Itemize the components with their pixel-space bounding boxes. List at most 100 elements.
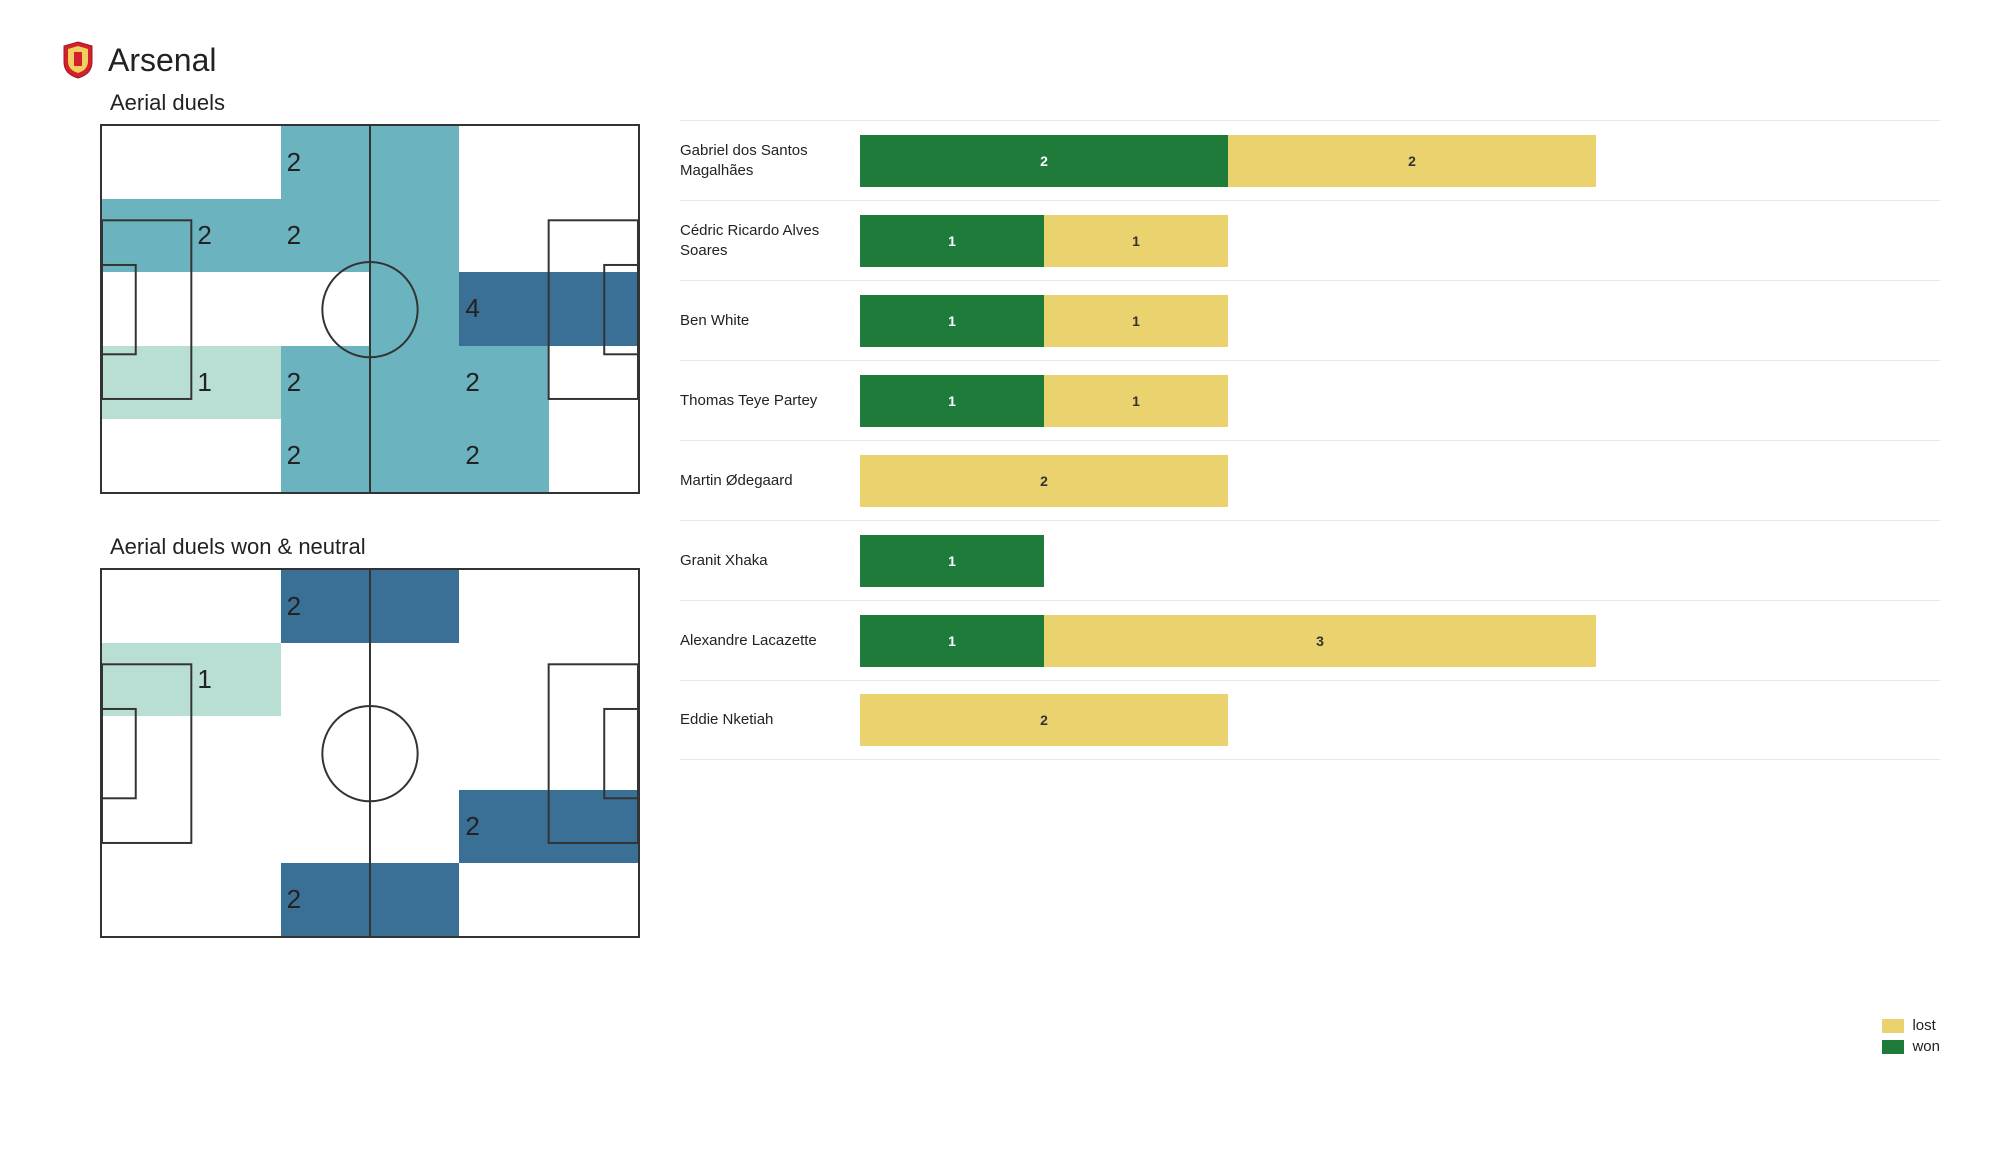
player-name: Eddie Nketiah xyxy=(680,710,860,730)
heatmap-cell: 2 xyxy=(191,199,280,272)
bar-segment-won: 1 xyxy=(860,295,1044,347)
bar-track: 11 xyxy=(860,295,1940,347)
bar-segment-won: 1 xyxy=(860,615,1044,667)
heatmap-cell: 2 xyxy=(281,570,370,643)
bar-segment-won: 1 xyxy=(860,375,1044,427)
content: Aerial duels 222412222 Aerial duels won … xyxy=(60,90,1940,978)
heatmap-cell xyxy=(370,863,459,936)
heatmap-cell xyxy=(549,419,638,492)
heatmap-cell xyxy=(191,716,280,789)
heatmap-cell xyxy=(102,570,191,643)
bar-segment-lost: 1 xyxy=(1044,375,1228,427)
heatmap-cell xyxy=(459,126,548,199)
bar-segment-lost: 2 xyxy=(860,455,1228,507)
player-name: Gabriel dos Santos Magalhães xyxy=(680,141,860,180)
header: Arsenal xyxy=(60,40,1940,80)
bar-segment-lost: 2 xyxy=(860,694,1228,746)
heatmap-cell xyxy=(549,643,638,716)
team-name: Arsenal xyxy=(108,42,217,79)
heatmap-cell: 2 xyxy=(459,346,548,419)
heatmap-cell xyxy=(191,570,280,643)
heatmap-cell xyxy=(281,272,370,345)
heatmap-cell: 2 xyxy=(281,863,370,936)
heatmap-aerial-duels: Aerial duels 222412222 xyxy=(100,90,640,494)
legend: lost won xyxy=(1882,1017,1940,1055)
legend-lost: lost xyxy=(1882,1017,1940,1034)
bar-track: 11 xyxy=(860,375,1940,427)
bar-track: 22 xyxy=(860,135,1940,187)
bar-track: 2 xyxy=(860,694,1940,746)
bar-segment-won: 1 xyxy=(860,535,1044,587)
heatmap-cell xyxy=(370,716,459,789)
bars-column: Gabriel dos Santos Magalhães22Cédric Ric… xyxy=(680,90,1940,978)
heatmap1-title: Aerial duels xyxy=(110,90,640,116)
heatmap-cell xyxy=(459,199,548,272)
bar-track: 11 xyxy=(860,215,1940,267)
legend-won: won xyxy=(1882,1038,1940,1055)
bar-track: 1 xyxy=(860,535,1940,587)
heatmap-cell xyxy=(102,126,191,199)
heatmap-cell xyxy=(370,199,459,272)
legend-won-label: won xyxy=(1912,1038,1940,1055)
heatmap-cell xyxy=(370,272,459,345)
bar-segment-lost: 1 xyxy=(1044,215,1228,267)
heatmap-cell: 2 xyxy=(281,419,370,492)
heatmap-cell xyxy=(459,643,548,716)
heatmap-cell xyxy=(191,419,280,492)
bar-segment-lost: 3 xyxy=(1044,615,1596,667)
heatmap-cell xyxy=(102,643,191,716)
heatmap-cell xyxy=(549,863,638,936)
heatmap-cell xyxy=(102,346,191,419)
heatmap-cell xyxy=(549,126,638,199)
legend-lost-label: lost xyxy=(1912,1017,1935,1034)
player-bar-row: Eddie Nketiah2 xyxy=(680,680,1940,760)
heatmap-cell xyxy=(191,863,280,936)
heatmap-cell xyxy=(191,272,280,345)
heatmap-cell xyxy=(281,716,370,789)
bar-track: 13 xyxy=(860,615,1940,667)
player-bar-row: Ben White11 xyxy=(680,280,1940,360)
bar-segment-lost: 2 xyxy=(1228,135,1596,187)
heatmap-cell xyxy=(281,790,370,863)
player-bar-row: Martin Ødegaard2 xyxy=(680,440,1940,520)
heatmap-cell xyxy=(549,346,638,419)
heatmap-cell xyxy=(102,716,191,789)
bar-segment-won: 2 xyxy=(860,135,1228,187)
heatmap-cell: 2 xyxy=(459,790,548,863)
heatmap-cell xyxy=(102,790,191,863)
heatmap-cell xyxy=(549,272,638,345)
player-name: Alexandre Lacazette xyxy=(680,631,860,651)
bar-segment-won: 1 xyxy=(860,215,1044,267)
heatmaps-column: Aerial duels 222412222 Aerial duels won … xyxy=(60,90,640,978)
heatmap-cell xyxy=(549,199,638,272)
heatmap-cell xyxy=(102,199,191,272)
heatmap-cell: 4 xyxy=(459,272,548,345)
heatmap-cell xyxy=(370,419,459,492)
heatmap-cell xyxy=(459,863,548,936)
heatmap-cell xyxy=(191,790,280,863)
player-name: Granit Xhaka xyxy=(680,551,860,571)
heatmap-cell: 2 xyxy=(281,199,370,272)
heatmap-cell xyxy=(281,643,370,716)
player-name: Cédric Ricardo Alves Soares xyxy=(680,221,860,260)
heatmap-cell xyxy=(370,643,459,716)
player-bar-row: Granit Xhaka1 xyxy=(680,520,1940,600)
heatmap-cell: 2 xyxy=(459,419,548,492)
player-bar-row: Thomas Teye Partey11 xyxy=(680,360,1940,440)
heatmap-cell xyxy=(102,272,191,345)
player-bar-row: Alexandre Lacazette13 xyxy=(680,600,1940,680)
pitch-1: 222412222 xyxy=(100,124,640,494)
pitch-2: 2122 xyxy=(100,568,640,938)
heatmap-cell: 1 xyxy=(191,346,280,419)
heatmap-aerial-duels-won: Aerial duels won & neutral 2122 xyxy=(100,534,640,938)
heatmap-cell xyxy=(549,716,638,789)
heatmap-cell xyxy=(459,570,548,643)
heatmap-cell xyxy=(191,126,280,199)
heatmap-cell xyxy=(549,790,638,863)
bar-track: 2 xyxy=(860,455,1940,507)
heatmap-cell xyxy=(459,716,548,789)
heatmap-cell xyxy=(102,419,191,492)
player-name: Thomas Teye Partey xyxy=(680,391,860,411)
player-bar-row: Cédric Ricardo Alves Soares11 xyxy=(680,200,1940,280)
heatmap-cell xyxy=(370,346,459,419)
